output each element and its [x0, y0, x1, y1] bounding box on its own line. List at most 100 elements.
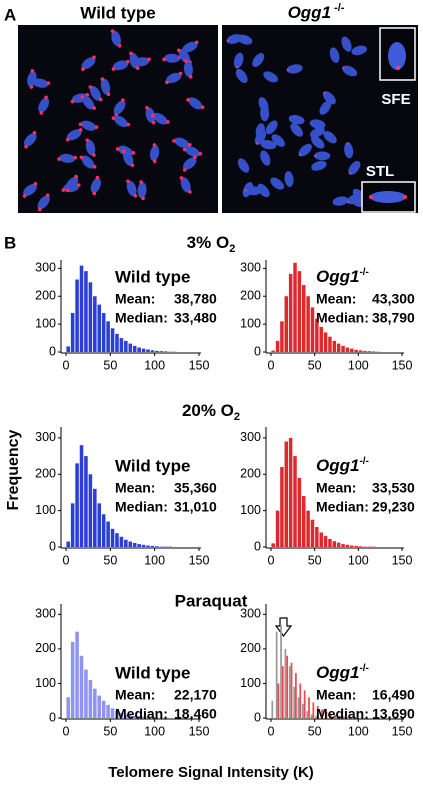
bar — [354, 349, 358, 352]
telomere — [73, 155, 77, 160]
chromatid — [263, 71, 278, 83]
chromosome — [79, 155, 97, 169]
x-tick-label: 50 — [103, 358, 117, 372]
chromatid — [164, 53, 181, 63]
x-tick-label: 50 — [308, 724, 322, 738]
telomere — [172, 139, 176, 143]
telomere — [121, 98, 125, 102]
bar — [350, 545, 354, 547]
bar — [159, 351, 164, 352]
telomere — [323, 91, 326, 95]
stat-value: 18,460 — [174, 706, 217, 722]
bar — [141, 544, 146, 547]
chromatid — [319, 100, 332, 115]
y-tick-label: 200 — [35, 467, 56, 481]
y-tick-label: 300 — [240, 607, 261, 621]
telomere — [85, 92, 90, 97]
x-tick-label: 100 — [348, 724, 369, 738]
title-sup: -/- — [359, 663, 368, 674]
chromosome — [284, 171, 294, 188]
bar — [141, 348, 146, 352]
stat-label: Mean: — [316, 291, 356, 307]
chromosome — [111, 59, 130, 71]
chromatid — [329, 47, 340, 63]
chromatid — [81, 155, 95, 169]
heading-text: 20% O — [182, 401, 234, 420]
chromosome — [237, 158, 250, 173]
telomere — [106, 92, 111, 97]
stat-label: Mean: — [115, 291, 155, 307]
bar — [124, 714, 128, 718]
bar — [293, 686, 296, 718]
bar — [66, 541, 70, 547]
bar — [101, 700, 106, 718]
chromatid — [145, 107, 156, 124]
stat-value: 31,010 — [174, 499, 217, 515]
chromosome — [344, 142, 354, 159]
y-tick-label: 300 — [240, 430, 261, 444]
bar — [119, 536, 124, 547]
bar — [119, 338, 124, 352]
telomere — [186, 97, 190, 102]
telomere — [92, 106, 96, 110]
chromatid — [311, 136, 325, 149]
bar — [275, 510, 280, 547]
x-tick-label: 0 — [268, 358, 275, 372]
chromatid — [183, 157, 197, 170]
telomere — [76, 183, 81, 187]
telomere — [342, 66, 345, 70]
chromatid — [90, 177, 101, 194]
bar — [163, 351, 168, 352]
telomere — [133, 193, 138, 198]
stat-value: 35,360 — [174, 480, 217, 496]
chromosome — [81, 55, 96, 71]
x-tick-label: 0 — [63, 724, 70, 738]
chromosome — [298, 143, 312, 157]
bar — [334, 714, 337, 718]
chromosome — [260, 140, 277, 150]
bar — [70, 503, 75, 547]
telomere — [188, 75, 193, 79]
chromosome — [186, 97, 205, 110]
bar — [132, 715, 137, 718]
x-axis-label: Telomere Signal Intensity (K) — [108, 764, 314, 781]
telomere — [33, 182, 38, 186]
chromosome — [263, 71, 278, 83]
bar — [288, 437, 293, 547]
chromatid — [311, 160, 327, 171]
bar — [128, 343, 133, 352]
bar — [297, 477, 302, 547]
telomere — [139, 180, 143, 184]
telomere — [92, 55, 96, 60]
chromosome — [260, 105, 270, 122]
telomere — [184, 59, 188, 64]
chromatid — [323, 130, 337, 144]
heading-sub: 2 — [229, 243, 235, 255]
chromosome — [245, 186, 262, 196]
chromatid — [260, 150, 271, 166]
chromosome — [288, 114, 305, 125]
chromatid — [265, 120, 278, 135]
chromosome — [286, 64, 303, 74]
chromatid — [82, 95, 95, 110]
telomere — [126, 59, 130, 64]
telomere — [32, 131, 37, 135]
chromatid — [351, 45, 368, 56]
arrow — [274, 617, 293, 637]
stat-label: Median: — [316, 310, 369, 326]
chromatid — [233, 52, 244, 69]
y-tick-label: 100 — [240, 316, 261, 330]
telomere — [145, 106, 149, 110]
x-tick-label: 100 — [348, 553, 369, 567]
bar — [302, 704, 304, 718]
bar — [308, 697, 310, 718]
y-tick-label: 0 — [254, 710, 261, 724]
y-tick-label: 0 — [49, 539, 56, 553]
bar — [70, 312, 75, 352]
chromatid — [342, 65, 358, 77]
telomere — [92, 164, 97, 169]
telomere — [81, 67, 85, 71]
chromosome — [85, 138, 96, 157]
telomere — [151, 120, 156, 125]
